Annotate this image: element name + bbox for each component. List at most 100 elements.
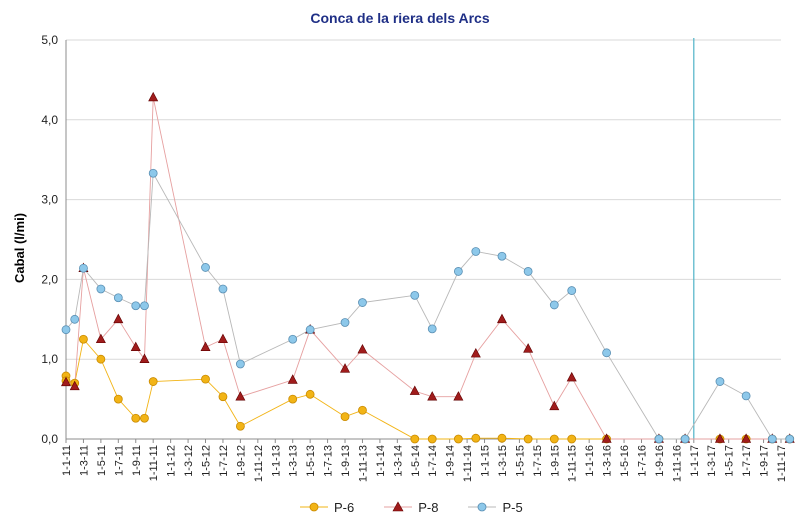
x-tick-label: 1-5-15 [514,445,526,477]
data-point-p-5 [201,263,210,272]
data-point-p-8 [714,433,725,443]
data-point-p-8 [566,371,577,382]
x-tick-label: 1-1-16 [584,445,596,477]
data-point-p-8 [601,433,612,443]
x-tick-label: 1-11-16 [671,445,683,482]
data-point-p-8 [470,347,481,358]
x-tick-label: 1-11-17 [776,445,788,482]
legend-label-p5: P-5 [502,499,523,515]
data-point-p-8 [549,400,560,411]
data-point-p-5 [427,324,437,334]
data-point-p-5 [305,325,315,335]
data-point-p-6 [201,374,210,384]
data-point-p-5 [602,348,612,358]
x-tick-label: 1-3-17 [706,445,718,477]
data-point-p-5 [497,251,507,261]
data-point-p-5 [523,267,533,276]
x-tick-label: 1-3-12 [183,445,195,477]
x-tick-label: 1-9-14 [445,445,457,477]
data-point-p-5 [79,263,88,273]
data-point-p-8 [409,385,420,395]
data-point-p-5 [96,284,106,294]
data-point-p-6 [497,433,507,443]
data-point-p-8 [217,333,228,344]
x-tick-label: 1-1-13 [270,445,282,477]
x-tick-label: 1-5-11 [96,445,108,476]
data-point-p-6 [113,394,123,404]
y-tick-label: 0,0 [41,432,58,446]
x-tick-label: 1-1-12 [166,445,178,477]
x-tick-label: 1-9-13 [340,445,352,477]
data-point-p-5 [785,434,795,444]
x-tick-label: 1-9-17 [759,445,771,477]
y-tick-label: 5,0 [41,33,58,47]
data-point-p-5 [70,314,80,324]
data-point-p-8 [427,391,438,401]
data-point-p-6 [79,334,88,344]
legend-label-p8: P-8 [418,499,439,515]
x-tick-label: 1-7-12 [218,445,230,477]
data-point-p-5 [61,325,71,335]
data-point-p-6 [218,392,228,402]
data-point-p-6 [427,434,437,444]
data-point-p-8 [200,341,211,352]
legend-label-p6: P-6 [334,499,355,515]
series-line-p-6 [65,338,790,440]
data-point-p-6 [148,377,158,386]
x-tick-label: 1-7-13 [323,445,335,477]
legend-symbol-p5 [468,502,497,512]
legend-item-p5: P-5 [468,499,523,515]
legend-symbol-p8 [384,501,413,512]
data-point-p-6 [235,421,245,431]
data-point-p-5 [567,286,577,295]
x-tick-label: 1-1-14 [375,445,387,477]
data-point-p-6 [288,394,298,404]
data-point-p-6 [340,412,350,422]
x-tick-label: 1-5-17 [724,445,736,477]
data-point-p-8 [61,376,71,387]
x-tick-label: 1-11-13 [357,445,369,482]
data-point-p-5 [471,247,481,256]
data-point-p-5 [741,391,751,401]
x-tick-label: 1-5-12 [201,445,213,477]
data-point-p-8 [523,343,534,353]
data-point-p-8 [741,433,752,443]
x-tick-label: 1-1-15 [480,445,492,477]
x-tick-label: 1-3-15 [497,445,509,477]
x-tick-label: 1-5-13 [305,445,317,477]
data-point-p-5 [715,377,725,386]
x-tick-label: 1-7-14 [427,445,439,477]
data-point-p-6 [523,434,533,444]
data-point-p-5 [549,300,559,310]
x-tick-label: 1-9-15 [549,445,561,477]
y-tick-label: 4,0 [41,113,58,127]
legend-item-p6: P-6 [300,500,354,515]
x-tick-label: 1-11-12 [253,445,265,482]
data-point-p-8 [287,374,298,384]
data-point-p-8 [148,91,159,102]
y-tick-label: 3,0 [41,193,58,207]
data-point-p-6 [453,434,463,444]
y-tick-label: 1,0 [41,352,58,366]
x-tick-label: 1-11-15 [567,445,579,482]
data-point-p-5 [410,290,420,300]
x-tick-label: 1-5-14 [410,445,422,477]
data-point-p-6 [140,413,149,423]
x-tick-label: 1-7-16 [636,445,648,477]
data-point-p-8 [340,363,351,373]
data-point-p-5 [358,298,367,307]
data-point-p-6 [549,434,559,444]
series-line-p-5 [65,171,790,440]
y-tick-label: 2,0 [41,272,58,286]
x-tick-label: 1-3-11 [78,445,90,476]
x-tick-label: 1-3-16 [602,445,614,477]
data-point-p-5 [131,301,141,311]
data-point-p-5 [148,168,158,178]
x-tick-label: 1-1-11 [61,445,73,476]
data-point-p-5 [767,434,777,444]
x-tick-label: 1-11-11 [148,445,160,481]
x-tick-label: 1-1-17 [689,445,701,477]
data-point-p-5 [235,359,245,369]
data-point-p-5 [340,318,350,327]
